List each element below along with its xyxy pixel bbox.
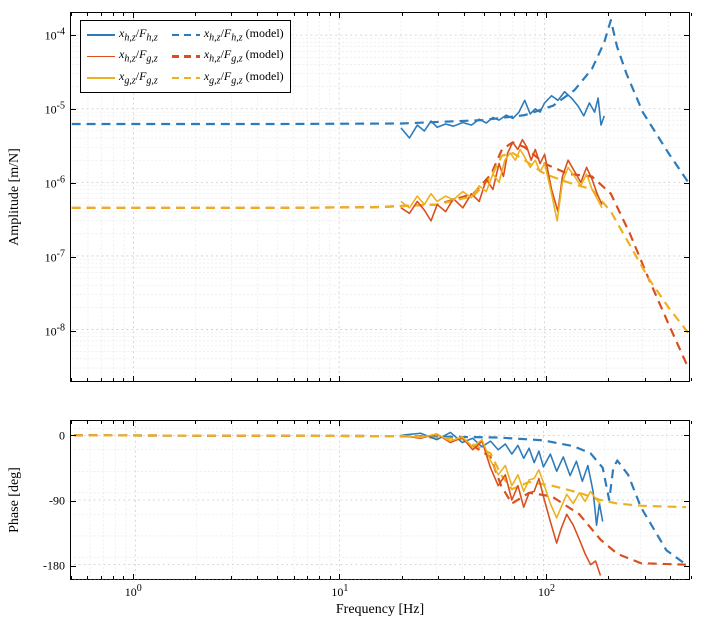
- legend-label: xh,z/Fg,z: [119, 46, 158, 66]
- ytick-label: 10-8: [45, 323, 65, 340]
- bottom-panel: -180-900100101102: [70, 420, 690, 580]
- xtick-label: 100: [125, 583, 142, 600]
- top-ylabel: Amplitude [m/N]: [7, 148, 23, 246]
- figure: 10-810-710-610-510-4Amplitude [m/N]-180-…: [0, 0, 705, 625]
- legend-item: xh,z/Fg,z: [87, 46, 158, 66]
- legend-swatch: [172, 34, 200, 36]
- legend-label: xg,z/Fg,z: [119, 68, 158, 88]
- ytick-label: -90: [49, 494, 65, 509]
- series-red_model_amp: [72, 142, 689, 368]
- series-yellow_model_amp: [72, 153, 689, 333]
- xtick-label: 101: [331, 583, 348, 600]
- legend-item: xh,z/Fh,z (model): [172, 25, 284, 45]
- xtick-label: 102: [538, 583, 555, 600]
- legend-label: xh,z/Fg,z (model): [204, 46, 284, 66]
- series-red_meas_ph: [401, 434, 601, 576]
- legend-item: xg,z/Fg,z: [87, 68, 158, 88]
- legend: xh,z/Fh,z xh,z/Fh,z (model) xh,z/Fg,z xh,z/…: [80, 20, 291, 93]
- xlabel: Frequency [Hz]: [70, 602, 690, 618]
- legend-label: xh,z/Fh,z (model): [204, 25, 284, 45]
- ytick-label: 10-4: [45, 27, 65, 44]
- legend-item: xg,z/Fg,z (model): [172, 68, 284, 88]
- legend-swatch: [87, 56, 115, 58]
- legend-swatch: [172, 77, 200, 79]
- legend-label: xh,z/Fh,z: [119, 25, 158, 45]
- bottom-plot-area: [71, 421, 689, 579]
- bottom-ylabel: Phase [deg]: [7, 467, 23, 533]
- ytick-label: 0: [59, 428, 65, 443]
- legend-item: xh,z/Fh,z: [87, 25, 158, 45]
- ytick-label: 10-7: [45, 249, 65, 266]
- ytick-label: 10-5: [45, 101, 65, 118]
- ytick-label: -180: [43, 559, 65, 574]
- legend-item: xh,z/Fg,z (model): [172, 46, 284, 66]
- legend-swatch: [172, 55, 200, 57]
- legend-swatch: [87, 77, 115, 79]
- legend-swatch: [87, 34, 115, 36]
- legend-label: xg,z/Fg,z (model): [204, 68, 284, 88]
- ytick-label: 10-6: [45, 175, 65, 192]
